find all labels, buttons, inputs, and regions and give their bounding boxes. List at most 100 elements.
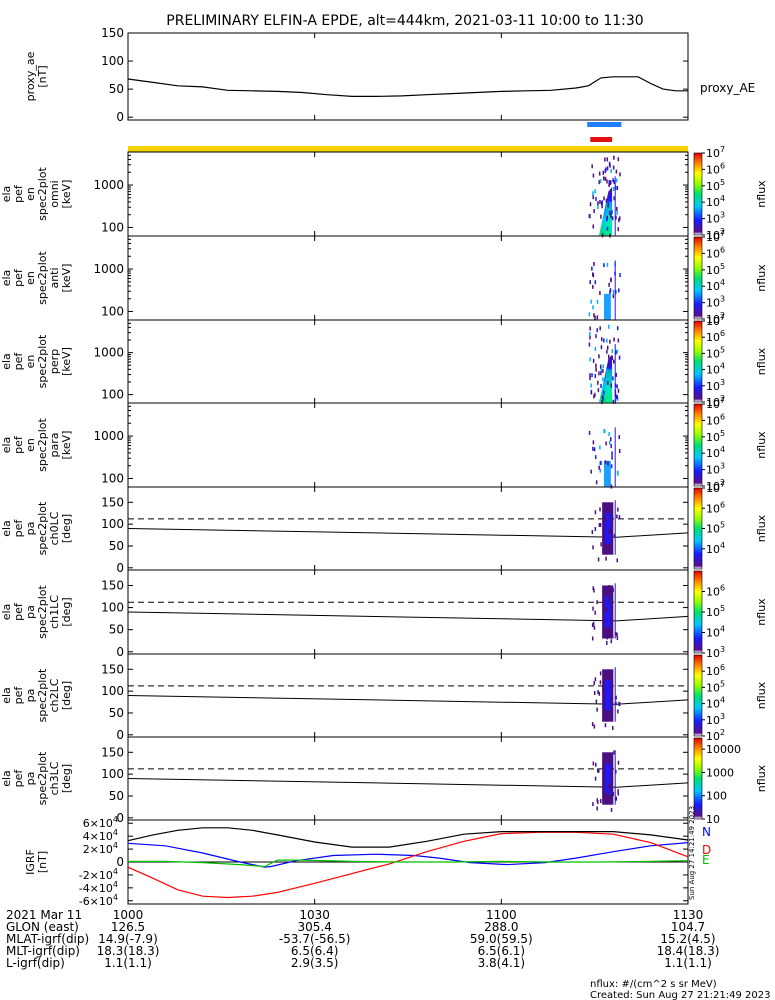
ylabel-line: ela — [0, 437, 13, 454]
speckle — [596, 768, 599, 773]
speckle — [608, 324, 610, 329]
panel-1-cbar-label: 106 — [706, 161, 725, 176]
speckle — [603, 429, 605, 434]
panel-6-ylabel: ela pef pa spec2plot ch1LC [deg] — [0, 585, 73, 639]
speckle — [594, 392, 596, 397]
speckle — [599, 461, 602, 466]
pa-burst-mid-6 — [605, 596, 611, 628]
speckle — [599, 468, 601, 473]
speckle — [612, 178, 614, 183]
footer-time: 1000 — [113, 908, 144, 922]
panel-8-cbar-label: 1000 — [706, 766, 734, 779]
speckle — [610, 169, 612, 174]
panel-2-colorbar — [693, 236, 703, 320]
ylabel-line: pef — [12, 352, 25, 371]
speckle — [594, 189, 596, 194]
panel-2-cbar-label: 104 — [706, 278, 725, 293]
speckle — [611, 349, 614, 354]
speckle — [593, 261, 595, 266]
ylabel-line: [nT] — [36, 65, 49, 87]
ylabel-line: pef — [12, 686, 25, 705]
speckle — [616, 210, 618, 215]
speckle — [610, 444, 612, 449]
speckle — [592, 358, 595, 363]
igrf-ytick-label: -6×104 — [79, 893, 118, 908]
panel-3-cbar-label: 107 — [706, 313, 725, 328]
speckle — [593, 691, 596, 696]
panel-5-ylabel: ela pef pa spec2plot ch0LC [deg] — [0, 501, 73, 555]
panel-1-cbar-title: nflux — [755, 180, 768, 208]
speckle — [613, 337, 615, 342]
ylabel-line: spec2plot — [36, 668, 49, 722]
panel-6-colorbar — [693, 570, 703, 654]
speckle — [597, 380, 599, 385]
speckle — [607, 598, 609, 603]
speckle — [593, 394, 595, 399]
footer-glon-label: GLON (east) — [6, 920, 79, 934]
speckle — [600, 367, 603, 372]
speckle — [618, 218, 620, 223]
speckle — [617, 157, 620, 162]
speckle — [605, 441, 607, 446]
speckle — [606, 548, 609, 553]
speckle — [592, 606, 594, 611]
speckle — [616, 326, 619, 331]
ylabel-line: ela — [0, 353, 13, 370]
speckle — [617, 227, 620, 232]
speckle — [598, 371, 600, 376]
speckle — [594, 526, 597, 531]
speckle — [604, 723, 607, 728]
panel-1-ytick-label: 100 — [101, 220, 124, 234]
ylabel-line: ch3LC — [48, 761, 61, 795]
panel-4-cbar-label: 107 — [706, 396, 725, 411]
speckle — [611, 355, 614, 360]
speckle — [610, 671, 612, 676]
panel-8-ytick-label: 50 — [109, 789, 124, 803]
speckle — [599, 326, 601, 331]
speckle — [593, 313, 595, 318]
speckle — [613, 533, 616, 538]
speckle — [598, 522, 601, 527]
ylabel-line: en — [24, 438, 37, 452]
ylabel-line: ch0LC — [48, 511, 61, 545]
igrf-legend-N: N — [702, 825, 711, 839]
igrf-ytick-label: 4×104 — [83, 828, 118, 843]
ylabel-line: pef — [12, 519, 25, 538]
speckle — [618, 515, 621, 520]
ylabel-line: anti — [48, 267, 61, 288]
footer-mlt-label: MLT-igrf(dip) — [6, 944, 80, 958]
loss-cone-solid — [616, 532, 689, 538]
speckle — [606, 504, 608, 509]
speckle — [604, 790, 606, 795]
speckle — [600, 383, 602, 388]
footer-l: 2.9(3.5) — [291, 956, 339, 970]
speckle — [610, 807, 613, 812]
speckle — [589, 373, 591, 378]
speckle — [607, 594, 610, 599]
panel-3-cbar-label: 102 — [706, 394, 725, 409]
ylabel-line: [deg] — [60, 514, 73, 543]
speckle — [610, 383, 612, 388]
speckle — [600, 345, 603, 350]
loss-cone-solid — [616, 615, 689, 622]
speckle — [618, 449, 621, 454]
igrf-series-E — [128, 859, 689, 868]
speckle — [618, 702, 621, 707]
speckle — [602, 515, 605, 520]
panel-8-cbar-label: 10 — [706, 813, 720, 826]
loss-cone-solid — [127, 695, 617, 705]
panel-4-cbar-title: nflux — [755, 431, 768, 459]
ylabel-line: pa — [24, 605, 37, 619]
ylabel-line: omni — [48, 180, 61, 207]
ylabel-line: pef — [12, 769, 25, 788]
speckle — [616, 186, 619, 191]
igrf-ytick-label: 6×104 — [83, 815, 118, 830]
panel-4-ylabel: ela pef en spec2plot para [keV] — [0, 418, 73, 472]
speckle — [612, 294, 615, 299]
speckle — [603, 788, 605, 793]
ylabel-line: ela — [0, 186, 13, 203]
speckle — [593, 625, 596, 630]
panel-0-ytick-label: 100 — [101, 54, 124, 68]
panel-7-cbar-label: 105 — [706, 679, 725, 694]
speckle — [603, 687, 605, 692]
